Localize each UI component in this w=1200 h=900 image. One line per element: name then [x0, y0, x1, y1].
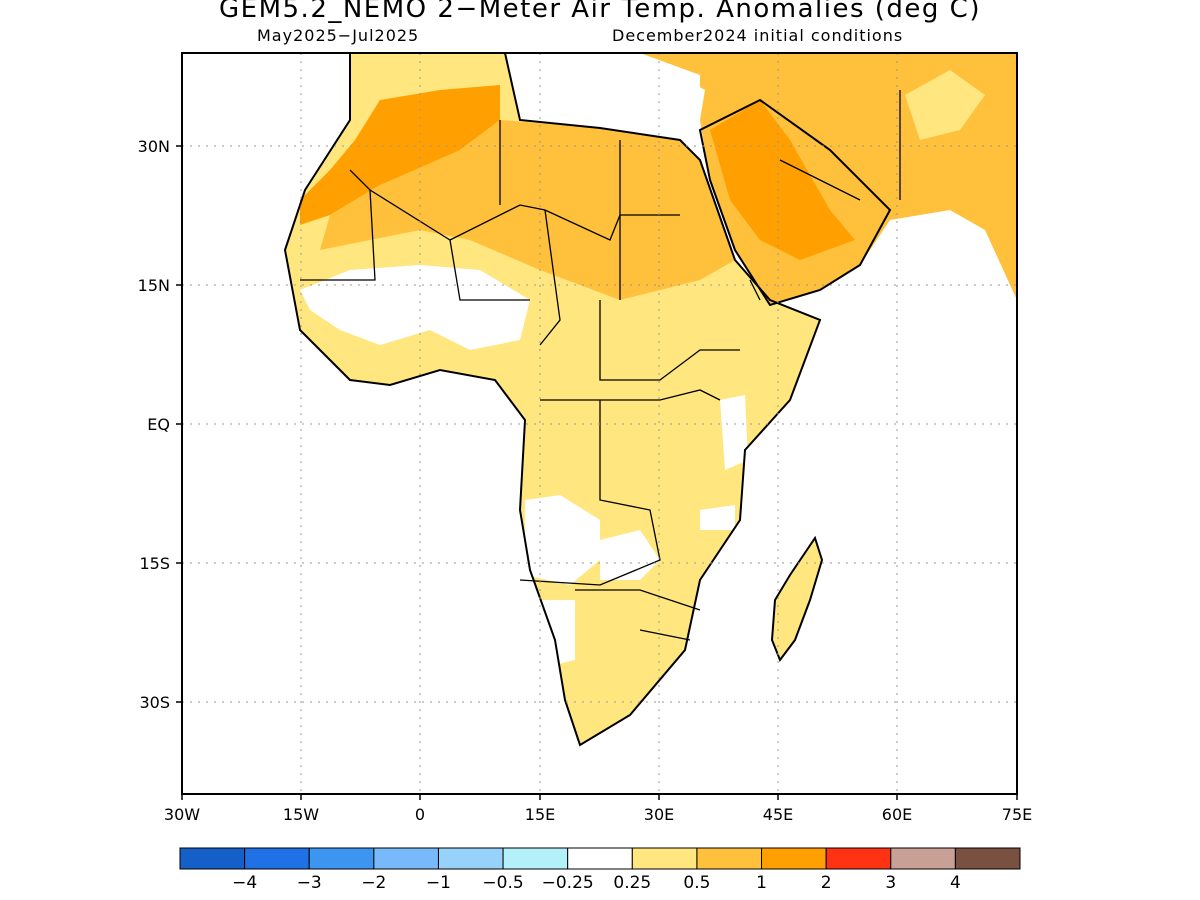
coastlines — [283, 53, 1017, 747]
lat-label: 15N — [138, 276, 170, 295]
colorbar-label: −0.5 — [482, 873, 523, 893]
colorbar-swatch — [825, 847, 892, 870]
colorbar-swatch — [567, 847, 633, 870]
lon-label: 30W — [164, 805, 200, 824]
lat-label: 30N — [138, 137, 170, 156]
gridlines — [182, 53, 1017, 794]
colorbar-label: 0.25 — [613, 873, 651, 893]
colorbar-label: 3 — [885, 873, 896, 893]
sahara-moderate-anomaly — [320, 120, 735, 300]
country-borders — [300, 90, 901, 641]
colorbar-swatch — [890, 847, 956, 870]
iran-light-patch — [905, 70, 985, 140]
colorbar-label: −1 — [426, 873, 451, 893]
colorbar-label: −0.25 — [542, 873, 594, 893]
zambia-neutral — [600, 530, 660, 580]
init-conditions-subtitle: December2024 initial conditions — [612, 26, 904, 45]
map-title: GEM5.2_NEMO 2−Meter Air Temp. Anomalies … — [219, 0, 981, 24]
mediterranean-neutral — [505, 53, 700, 130]
lon-label: 15W — [283, 805, 319, 824]
lon-label: 60E — [882, 805, 912, 824]
lon-label: 45E — [763, 805, 793, 824]
colorbar-swatch — [761, 847, 827, 870]
colorbar-label: −3 — [297, 873, 322, 893]
tanzania-neutral — [700, 505, 735, 530]
colorbar-label: 2 — [821, 873, 832, 893]
season-subtitle: May2025−Jul2025 — [257, 26, 420, 45]
colorbar-swatch — [373, 847, 439, 870]
kenya-neutral — [720, 395, 748, 470]
lon-label: 0 — [415, 805, 425, 824]
colorbar-label: 4 — [950, 873, 961, 893]
colorbar-swatch — [179, 847, 246, 870]
colorbar-swatch — [954, 847, 1021, 870]
colorbar: −4 −3 −2 −1 −0.5 −0.25 0.25 0.5 1 2 3 4 — [179, 847, 1021, 893]
colorbar-swatch — [696, 847, 763, 870]
colorbar-swatch — [502, 847, 569, 870]
colorbar-label: 0.5 — [683, 873, 710, 893]
map-area — [182, 53, 1017, 794]
madagascar — [772, 538, 822, 660]
lon-label: 30E — [644, 805, 674, 824]
colorbar-label: −2 — [361, 873, 386, 893]
namibia-neutral — [540, 600, 575, 665]
lon-label: 75E — [1002, 805, 1032, 824]
colorbar-swatch — [631, 847, 698, 870]
colorbar-swatch — [437, 847, 504, 870]
colorbar-label: −4 — [232, 873, 257, 893]
colorbar-swatch — [244, 847, 310, 870]
colorbar-swatch — [308, 847, 375, 870]
lat-label: 30S — [139, 693, 170, 712]
arabia-strong-anomaly — [710, 100, 855, 260]
west-africa-neutral — [300, 265, 530, 350]
lat-label: EQ — [147, 415, 170, 434]
axis-ticks — [176, 145, 1018, 800]
colorbar-label: 1 — [756, 873, 767, 893]
lon-label: 15E — [525, 805, 555, 824]
sahara-strong-anomaly — [300, 85, 500, 225]
lat-label: 15S — [139, 554, 170, 573]
